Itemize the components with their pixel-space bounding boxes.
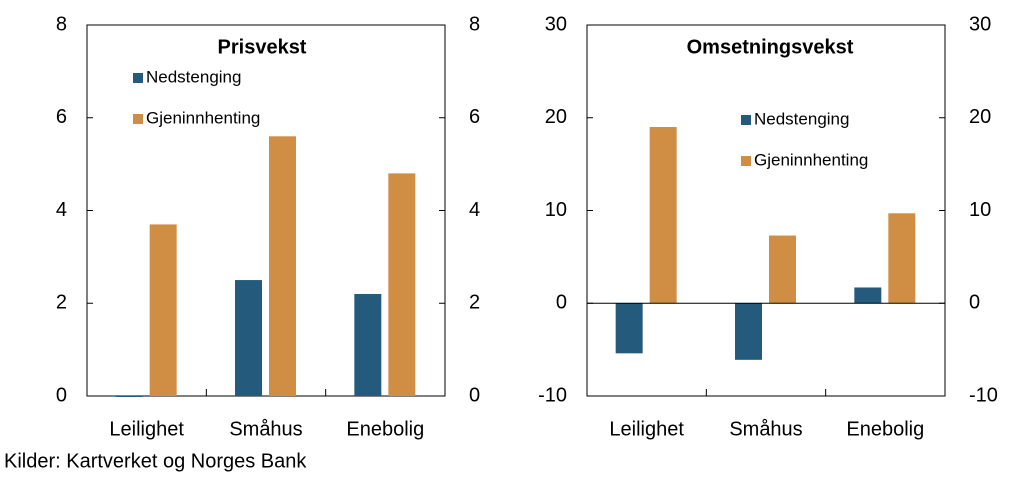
bar: [769, 235, 796, 304]
legend-swatch: [741, 115, 751, 125]
legend-swatch: [741, 156, 751, 166]
y-tick-label: 0: [56, 384, 67, 406]
bar: [149, 224, 177, 396]
y-tick-label: 30: [545, 13, 567, 35]
y2-tick-label: 4: [469, 199, 480, 221]
y-tick-label: 2: [56, 292, 67, 314]
bar: [269, 136, 296, 397]
y2-tick-label: 20: [969, 106, 991, 128]
y2-tick-label: 0: [469, 384, 480, 406]
bar: [115, 396, 143, 397]
y2-tick-label: 10: [969, 199, 991, 221]
bar: [615, 303, 643, 354]
x-tick-label: Enebolig: [346, 418, 424, 440]
y-tick-label: 0: [556, 292, 567, 314]
legend-swatch: [133, 114, 143, 124]
y2-tick-label: 2: [469, 292, 480, 314]
bar: [735, 303, 762, 360]
bar: [888, 213, 916, 304]
y-tick-label: 20: [545, 106, 567, 128]
y2-tick-label: 8: [469, 13, 480, 35]
y2-tick-label: 6: [469, 106, 480, 128]
bar: [854, 287, 882, 304]
x-tick-label: Leilighet: [109, 418, 184, 440]
x-tick-label: Småhus: [229, 418, 302, 440]
bar: [354, 293, 382, 396]
legend-label: Nedstenging: [754, 109, 849, 128]
bar: [235, 280, 262, 396]
x-tick-label: Småhus: [729, 418, 802, 440]
y-tick-label: 10: [545, 199, 567, 221]
chart-title: Omsetningsvekst: [687, 36, 854, 58]
bar: [388, 173, 416, 396]
legend-label: Nedstenging: [146, 67, 241, 86]
y2-tick-label: -10: [969, 384, 998, 406]
y2-tick-label: 30: [969, 13, 991, 35]
legend-label: Gjeninnhenting: [146, 108, 260, 127]
y-tick-label: -10: [538, 384, 567, 406]
source-note: Kilder: Kartverket og Norges Bank: [4, 450, 307, 472]
y2-tick-label: 0: [969, 292, 980, 314]
legend-swatch: [133, 73, 143, 83]
x-tick-label: Enebolig: [846, 418, 924, 440]
bar: [649, 127, 677, 304]
chart-title: Prisvekst: [218, 36, 307, 58]
x-tick-label: Leilighet: [609, 418, 684, 440]
y-tick-label: 6: [56, 106, 67, 128]
y-tick-label: 4: [56, 199, 67, 221]
y-tick-label: 8: [56, 13, 67, 35]
legend-label: Gjeninnhenting: [754, 150, 868, 169]
